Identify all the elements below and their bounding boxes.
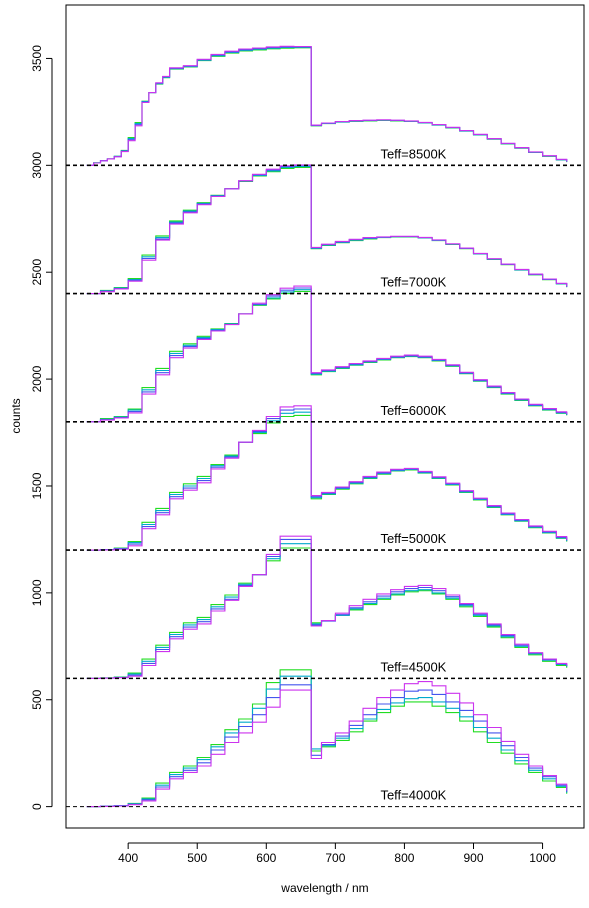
y-axis-label: counts: [9, 398, 23, 433]
spectrum-curve-1-magenta: [86, 535, 568, 679]
y-tick-label-2000: 2000: [30, 365, 44, 392]
panel-label-1: Teff=4500K: [380, 659, 446, 674]
x-tick-label-600: 600: [256, 851, 276, 865]
y-tick-label-500: 500: [30, 689, 44, 709]
panel-label-4: Teff=7000K: [380, 275, 446, 290]
x-tick-label-700: 700: [325, 851, 345, 865]
x-tick-label-800: 800: [394, 851, 414, 865]
x-axis: 400 500 600 700 800 900 1000: [118, 842, 556, 865]
spectrum-curve-4-magenta: [86, 164, 568, 295]
panel-labels-layer: Teff=4000K Teff=4500K Teff=5000K Teff=6000K…: [380, 146, 446, 802]
curves-layer: [86, 45, 568, 808]
panel-label-3: Teff=6000K: [380, 403, 446, 418]
y-tick-label-1000: 1000: [30, 579, 44, 606]
panel-label-5: Teff=8500K: [380, 146, 446, 161]
x-tick-label-500: 500: [187, 851, 207, 865]
y-tick-label-2500: 2500: [30, 259, 44, 286]
x-tick-label-900: 900: [463, 851, 483, 865]
x-tick-label-1000: 1000: [529, 851, 556, 865]
y-axis: 0 500 1000 1500 2000 2500 3000 3500: [30, 45, 53, 810]
y-tick-label-0: 0: [30, 803, 44, 810]
spectrum-curve-0-magenta: [86, 681, 568, 808]
y-tick-label-3500: 3500: [30, 45, 44, 72]
baselines-layer: [66, 164, 584, 808]
spectrum-curve-2-magenta: [86, 405, 568, 551]
y-tick-label-3000: 3000: [30, 152, 44, 179]
panel-label-0: Teff=4000K: [380, 788, 446, 803]
spectrum-curve-3-magenta: [86, 285, 568, 423]
plot-frame: [65, 4, 585, 829]
panel-label-2: Teff=5000K: [380, 531, 446, 546]
spectrum-curve-5-magenta: [86, 45, 568, 166]
y-tick-label-1500: 1500: [30, 472, 44, 499]
x-axis-label: wavelength / nm: [280, 881, 368, 895]
x-tick-label-400: 400: [118, 851, 138, 865]
